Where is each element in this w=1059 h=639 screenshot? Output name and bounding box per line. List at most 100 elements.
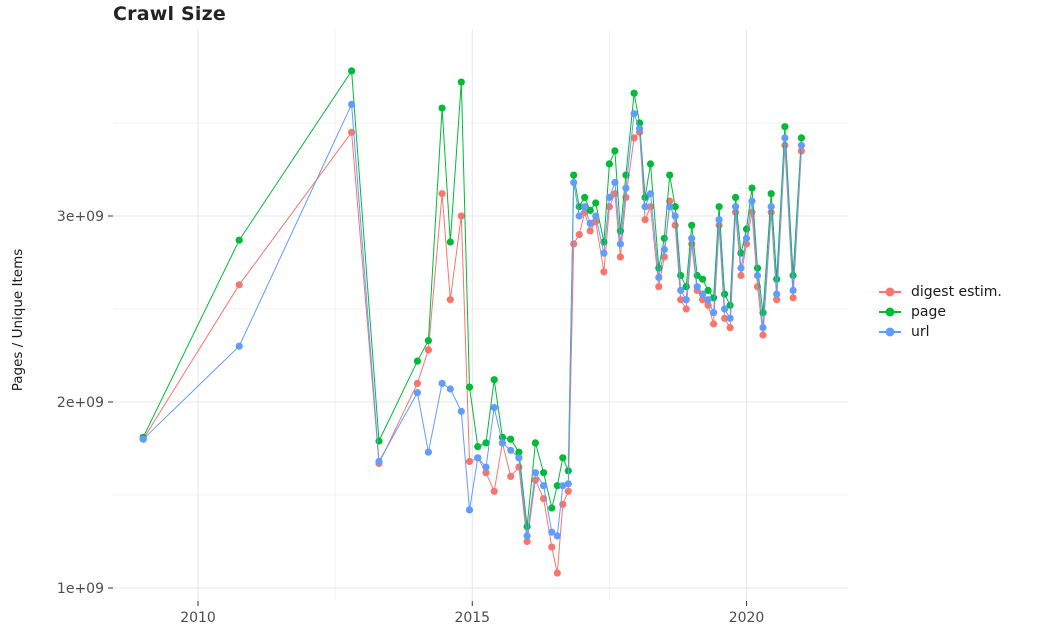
data-point-digest-estim — [446, 296, 454, 304]
data-point-page — [660, 234, 668, 242]
legend-key-page-icon — [878, 304, 902, 320]
data-point-digest-estim — [564, 487, 572, 495]
data-point-page — [789, 271, 797, 280]
data-point-url — [540, 482, 548, 490]
data-point-url — [564, 480, 572, 488]
data-point-page — [457, 78, 465, 86]
data-point-digest-estim — [548, 543, 556, 551]
data-point-page — [710, 294, 718, 302]
data-point-url — [581, 203, 589, 211]
data-point-url — [575, 212, 583, 220]
data-point-url — [660, 245, 668, 254]
data-point-page — [715, 203, 723, 211]
data-point-url — [797, 141, 806, 149]
data-point-url — [781, 134, 789, 142]
data-point-url — [630, 110, 638, 118]
data-point-digest-estim — [710, 320, 718, 328]
data-point-page — [548, 504, 556, 512]
data-point-url — [759, 324, 767, 332]
data-point-digest-estim — [600, 268, 608, 276]
data-point-url — [438, 379, 446, 387]
data-point-page — [611, 147, 619, 155]
data-point-digest-estim — [531, 476, 540, 484]
legend: digest estim. page url — [878, 280, 1002, 344]
data-point-url — [789, 286, 797, 294]
data-point-url — [611, 178, 619, 187]
data-point-url — [498, 439, 506, 447]
data-point-url — [737, 264, 745, 272]
data-point-digest-estim — [457, 212, 465, 220]
data-point-url — [586, 219, 594, 227]
data-point-page — [742, 225, 751, 233]
data-point-digest-estim — [789, 294, 797, 302]
data-point-page — [446, 238, 454, 246]
data-point-page — [586, 206, 594, 214]
data-point-url — [666, 203, 674, 211]
data-point-url — [507, 446, 515, 454]
data-point-digest-estim — [630, 134, 638, 142]
data-point-page — [759, 309, 767, 317]
data-point-url — [424, 448, 432, 456]
data-point-digest-estim — [515, 463, 523, 471]
data-point-page — [688, 221, 696, 229]
data-point-page — [348, 67, 356, 75]
data-point-url — [704, 296, 712, 304]
data-point-url — [600, 249, 608, 257]
legend-label-digest-estim: digest estim. — [911, 284, 1002, 300]
data-point-url — [348, 100, 356, 108]
y-tick-label: 2e+09 — [57, 395, 104, 411]
data-point-page — [540, 469, 548, 477]
data-point-digest-estim — [507, 472, 515, 480]
data-point-url — [726, 314, 734, 322]
data-point-url — [474, 454, 482, 462]
data-point-digest-estim — [482, 469, 490, 477]
data-point-url — [773, 290, 781, 298]
data-point-page — [523, 523, 531, 531]
data-point-url — [548, 528, 556, 536]
data-point-url — [523, 532, 531, 540]
y-tick-label: 1e+09 — [57, 581, 104, 597]
data-point-url — [553, 532, 561, 540]
legend-key-digest-estim-icon — [878, 284, 902, 300]
data-point-url — [671, 212, 679, 220]
axis-ticks: 2010 2015 2020 1e+09 2e+09 3e+09 — [57, 209, 764, 626]
data-point-page — [622, 171, 630, 179]
data-point-url — [515, 454, 523, 462]
data-point-url — [446, 385, 454, 393]
data-point-url — [413, 389, 421, 397]
data-point-page — [474, 443, 482, 451]
data-point-digest-estim — [721, 314, 729, 322]
data-point-url — [465, 506, 474, 514]
data-point-url — [715, 216, 723, 224]
data-point-page — [375, 437, 383, 445]
data-point-url — [732, 203, 740, 211]
data-point-page — [482, 439, 490, 447]
data-point-url — [646, 190, 655, 198]
data-point-digest-estim — [726, 324, 734, 332]
data-point-url — [682, 296, 690, 304]
data-point-page — [666, 171, 674, 179]
data-point-url — [622, 184, 630, 192]
data-point-digest-estim — [553, 569, 561, 577]
data-point-page — [726, 301, 734, 309]
data-point-page — [773, 275, 781, 283]
data-point-page — [732, 193, 740, 201]
data-point-url — [655, 273, 663, 281]
data-point-page — [646, 160, 655, 168]
data-point-page — [531, 439, 540, 447]
data-point-page — [581, 193, 589, 201]
data-point-url — [699, 290, 707, 298]
data-point-url — [559, 482, 567, 490]
legend-item-url: url — [878, 324, 1002, 340]
data-point-digest-estim — [611, 190, 619, 198]
data-point-url — [605, 193, 614, 201]
data-point-digest-estim — [682, 305, 690, 313]
data-point-digest-estim — [586, 227, 594, 235]
data-point-url — [482, 463, 490, 471]
data-point-page — [553, 482, 561, 490]
data-point-digest-estim — [759, 331, 767, 339]
legend-key-url-icon — [878, 324, 902, 340]
data-point-page — [424, 337, 432, 345]
data-point-digest-estim — [570, 240, 578, 248]
